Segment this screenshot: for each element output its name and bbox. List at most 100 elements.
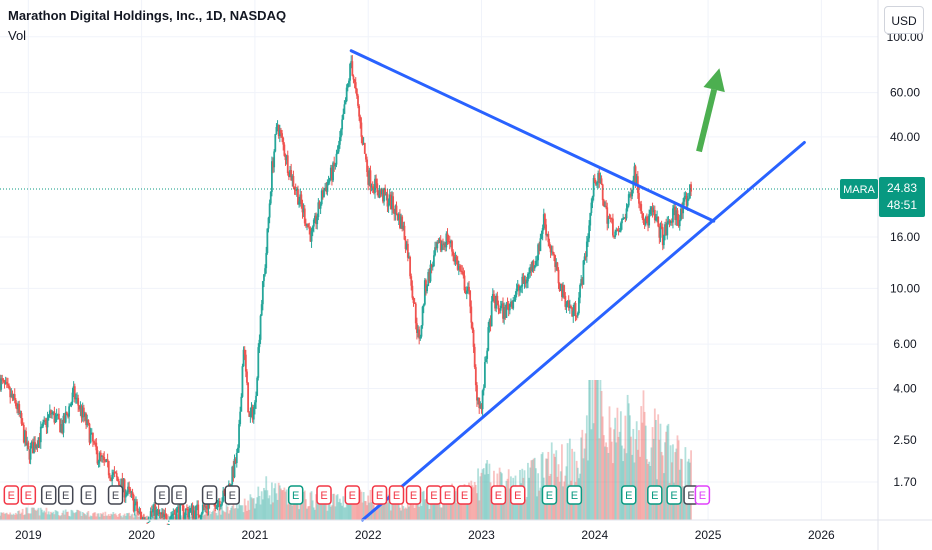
volume-bar [601, 416, 604, 520]
currency-button[interactable]: USD [884, 6, 924, 34]
x-tick-label: 2026 [808, 528, 835, 542]
earnings-marker[interactable]: E [20, 485, 37, 505]
volume-bar [124, 515, 127, 520]
candle-body [286, 155, 289, 173]
volume-bar [460, 490, 462, 520]
volume-bar [385, 492, 388, 520]
earnings-marker[interactable]: E [107, 485, 124, 505]
volume-bar [448, 495, 451, 520]
earnings-marker-label: E [461, 490, 468, 502]
candle-body [125, 492, 128, 495]
earnings-marker[interactable]: E [154, 485, 170, 505]
volume-bar [90, 516, 93, 520]
candle-body [454, 257, 457, 262]
candle-body [195, 505, 197, 520]
volume-bar [623, 448, 626, 520]
earnings-marker[interactable]: E [388, 485, 405, 505]
candle-body [197, 504, 200, 516]
earnings-marker[interactable]: E [80, 485, 97, 505]
earnings-marker[interactable]: E [647, 485, 663, 505]
candle-body [67, 413, 69, 417]
volume-bar [508, 488, 511, 520]
earnings-marker[interactable]: E [621, 485, 637, 505]
volume-bar [420, 505, 423, 520]
volume-bar [461, 504, 464, 520]
earnings-marker[interactable]: E [541, 485, 558, 505]
candle-body [310, 231, 313, 242]
earnings-marker[interactable]: E [171, 485, 187, 505]
volume-bar [527, 462, 529, 520]
y-tick-label: 10.00 [890, 281, 920, 295]
candle-body [47, 414, 50, 418]
earnings-marker[interactable]: E [224, 485, 240, 505]
earnings-marker[interactable]: E [490, 485, 507, 505]
volume-bar [209, 514, 212, 520]
candle-body [519, 287, 521, 291]
volume-bar [418, 506, 421, 520]
earnings-marker[interactable]: E [426, 485, 442, 505]
volume-bar [223, 511, 226, 520]
candle-body [323, 190, 325, 197]
earnings-marker[interactable]: E [509, 485, 526, 505]
candle-body [263, 274, 265, 282]
trendlines[interactable] [349, 49, 806, 522]
volume-bar [393, 492, 396, 520]
candle-body [88, 423, 91, 443]
earnings-marker[interactable]: E [371, 485, 388, 505]
volume-bar [472, 487, 475, 520]
trendline[interactable] [349, 49, 716, 223]
candle-body [483, 362, 486, 388]
volume-bar [277, 482, 280, 520]
candle-body [598, 172, 601, 183]
earnings-marker[interactable]: E [405, 485, 422, 505]
volume-bar [421, 491, 424, 520]
earnings-marker[interactable]: E [287, 485, 304, 505]
earnings-marker[interactable]: E [694, 485, 711, 505]
volume-indicator-label[interactable]: Vol [8, 28, 27, 43]
candle-body [90, 432, 93, 434]
candle-body [433, 255, 435, 267]
candle-body [110, 477, 112, 481]
price-axis-bg[interactable] [878, 0, 932, 520]
candle-body [685, 196, 688, 206]
trendline[interactable] [361, 140, 806, 522]
candle-body [36, 445, 39, 448]
earnings-marker[interactable]: E [316, 485, 332, 505]
volume-bar [606, 447, 609, 520]
earnings-marker[interactable]: E [439, 485, 456, 505]
candle-body [683, 197, 686, 202]
volume-bar [112, 512, 115, 520]
volume-bar [260, 491, 263, 520]
earnings-marker[interactable]: E [57, 485, 74, 505]
candle-body [43, 419, 46, 423]
candle-body [163, 513, 166, 517]
earnings-marker[interactable]: E [456, 485, 473, 505]
candle-body [557, 269, 560, 284]
volume-bar [122, 515, 125, 520]
up-arrow-annotation[interactable] [696, 68, 725, 153]
candle-body [27, 442, 30, 450]
volume-bar [395, 492, 398, 520]
candle-body [574, 303, 577, 316]
candle-body [101, 455, 103, 457]
earnings-marker[interactable]: E [40, 485, 57, 505]
candle-body [371, 186, 374, 188]
earnings-marker[interactable]: E [666, 485, 682, 505]
candle-body [94, 442, 97, 444]
earnings-marker[interactable]: E [566, 485, 583, 505]
candle-body [664, 224, 666, 236]
candle-body [317, 202, 320, 218]
candle-body [257, 347, 260, 378]
earnings-marker[interactable]: E [3, 485, 20, 505]
candle-body [412, 297, 415, 303]
volume-bar [621, 445, 623, 520]
candle-body [387, 203, 390, 207]
earnings-marker[interactable]: E [344, 485, 361, 505]
volume-bar [275, 493, 278, 520]
candle-body [162, 512, 165, 517]
earnings-marker[interactable]: E [201, 485, 218, 505]
candle-body [260, 304, 263, 316]
candle-body [25, 431, 27, 446]
